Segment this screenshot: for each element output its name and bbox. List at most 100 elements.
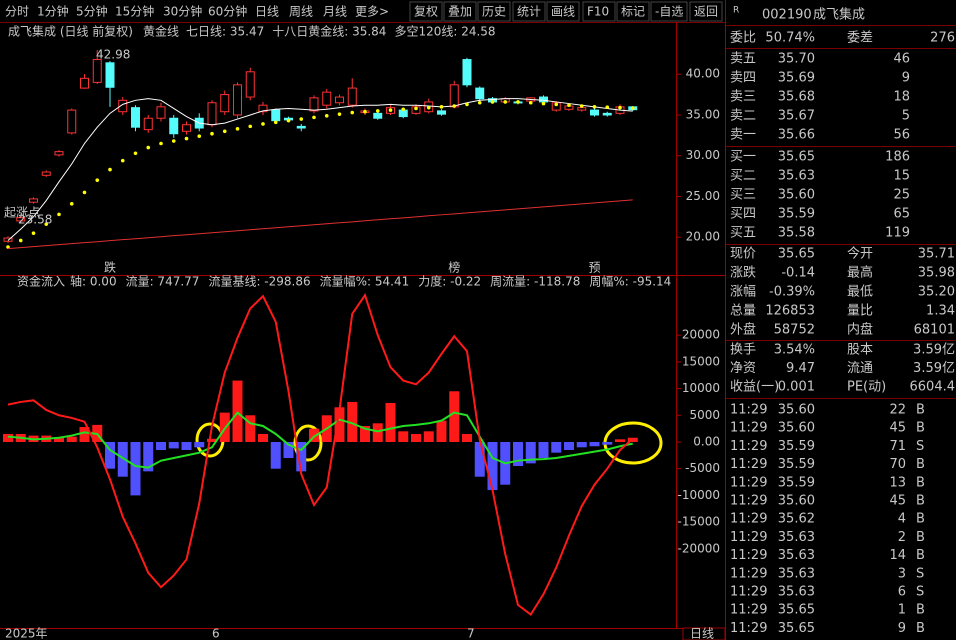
tool-button[interactable]: 画线 <box>551 5 575 19</box>
golden-dot <box>18 238 23 243</box>
indicator-line <box>7 411 633 469</box>
tool-button[interactable]: F10 <box>587 5 609 19</box>
tool-button-frame[interactable] <box>582 1 616 22</box>
period-button[interactable]: 30分钟 <box>163 4 202 19</box>
flow-bar <box>130 441 141 496</box>
flow-bar <box>564 441 574 451</box>
candle-body <box>539 96 548 103</box>
book-price: 35.69 <box>778 71 815 86</box>
tool-button-frame[interactable] <box>689 1 723 22</box>
y-tick-label: 10000 <box>682 381 720 395</box>
tool-button-frame[interactable] <box>443 1 477 22</box>
trade-volume: 1 <box>898 603 906 618</box>
tool-button[interactable]: 标记 <box>621 5 645 19</box>
trade-price: 35.60 <box>778 403 815 418</box>
period-button[interactable]: 1分钟 <box>37 4 69 19</box>
book-volume: 119 <box>885 226 910 241</box>
period-button[interactable]: 日线 <box>255 5 279 19</box>
period-button[interactable]: 60分钟 <box>208 4 247 19</box>
candle-body <box>207 102 217 126</box>
tool-button-frame[interactable] <box>477 1 511 22</box>
golden-dot <box>273 120 278 125</box>
indicator-line <box>7 292 634 616</box>
golden-dot <box>95 178 100 182</box>
tool-button-frame[interactable] <box>650 1 688 22</box>
y-tick-label: 35.00 <box>686 107 720 121</box>
x-tick-label: 2025年 <box>5 627 48 640</box>
tool-button[interactable]: 叠加 <box>448 5 472 19</box>
quote-value: 3.59亿 <box>913 343 955 358</box>
tool-button-frame[interactable] <box>409 1 443 22</box>
golden-dot <box>618 105 622 110</box>
quote-label: 流通 <box>847 361 873 376</box>
tool-button-frame[interactable] <box>546 1 580 22</box>
golden-dot <box>69 202 74 206</box>
period-button[interactable]: 分时 <box>5 5 29 19</box>
flow-bar <box>117 441 128 477</box>
golden-dot <box>477 100 482 105</box>
trade-time: 11:29 <box>730 512 767 527</box>
golden-dot <box>159 141 163 146</box>
book-price: 35.66 <box>778 128 815 143</box>
flow-bar <box>181 441 192 451</box>
period-button[interactable]: 月线 <box>323 5 347 19</box>
trade-price: 35.59 <box>778 439 815 454</box>
flow-bar <box>474 441 485 477</box>
book-label: 买四 <box>730 207 756 222</box>
book-label: 买二 <box>730 169 756 184</box>
candle-body <box>67 109 77 134</box>
flow-bar <box>385 403 396 442</box>
candle-body <box>220 94 230 113</box>
trade-volume: 3 <box>898 566 906 581</box>
quote-label: 涨幅 <box>730 285 756 300</box>
tool-button[interactable]: 历史 <box>482 5 506 19</box>
candle-body <box>16 217 26 222</box>
candle-body <box>169 117 179 135</box>
tool-button[interactable]: 返回 <box>694 5 718 19</box>
tool-button[interactable]: 复权 <box>414 5 438 19</box>
quote-value: 276 <box>930 31 955 46</box>
period-box <box>682 627 726 640</box>
flow-bar <box>576 441 587 448</box>
book-price: 35.60 <box>778 188 815 203</box>
quote-value: 6604.4 <box>910 380 956 395</box>
legend-entry: 力度: -0.22 <box>418 274 481 289</box>
golden-dot <box>630 106 635 110</box>
quote-label: 外盘 <box>730 322 756 338</box>
period-button[interactable]: 15分钟 <box>115 4 154 19</box>
stock-name: 成飞集成 <box>813 7 865 23</box>
flow-bar <box>360 425 370 442</box>
period-button[interactable]: 周线 <box>289 5 313 19</box>
trade-time: 11:29 <box>730 530 767 545</box>
trade-price: 35.63 <box>778 548 815 563</box>
period-button[interactable]: 更多> <box>355 5 389 19</box>
book-volume: 15 <box>893 169 910 184</box>
golden-dot <box>184 136 189 141</box>
flow-bar <box>347 401 358 442</box>
golden-dot <box>133 151 138 156</box>
flow-bar <box>398 431 409 442</box>
flow-bar <box>589 441 600 447</box>
candle-body <box>335 96 344 104</box>
flow-bar <box>411 433 421 442</box>
candle-body <box>118 99 128 113</box>
golden-dot <box>197 134 202 138</box>
quote-label: PE(动) <box>847 380 886 395</box>
golden-dot <box>579 104 584 108</box>
period-button[interactable]: 5分钟 <box>76 4 108 19</box>
book-label: 卖一 <box>730 128 756 143</box>
tool-button-frame[interactable] <box>512 1 546 22</box>
tool-button[interactable]: 统计 <box>517 5 541 19</box>
tool-button[interactable]: -自选 <box>655 5 683 19</box>
golden-dot <box>248 124 253 129</box>
quote-value: 35.98 <box>918 266 955 281</box>
candle-body <box>54 151 64 156</box>
golden-dot <box>605 105 610 110</box>
trade-volume: 9 <box>898 621 906 636</box>
quote-label: 换手 <box>730 343 756 358</box>
candle-body <box>143 117 153 131</box>
trade-time: 11:29 <box>730 494 767 509</box>
book-label: 买一 <box>730 150 756 165</box>
candle-body <box>577 107 587 111</box>
tool-button-frame[interactable] <box>616 1 650 22</box>
